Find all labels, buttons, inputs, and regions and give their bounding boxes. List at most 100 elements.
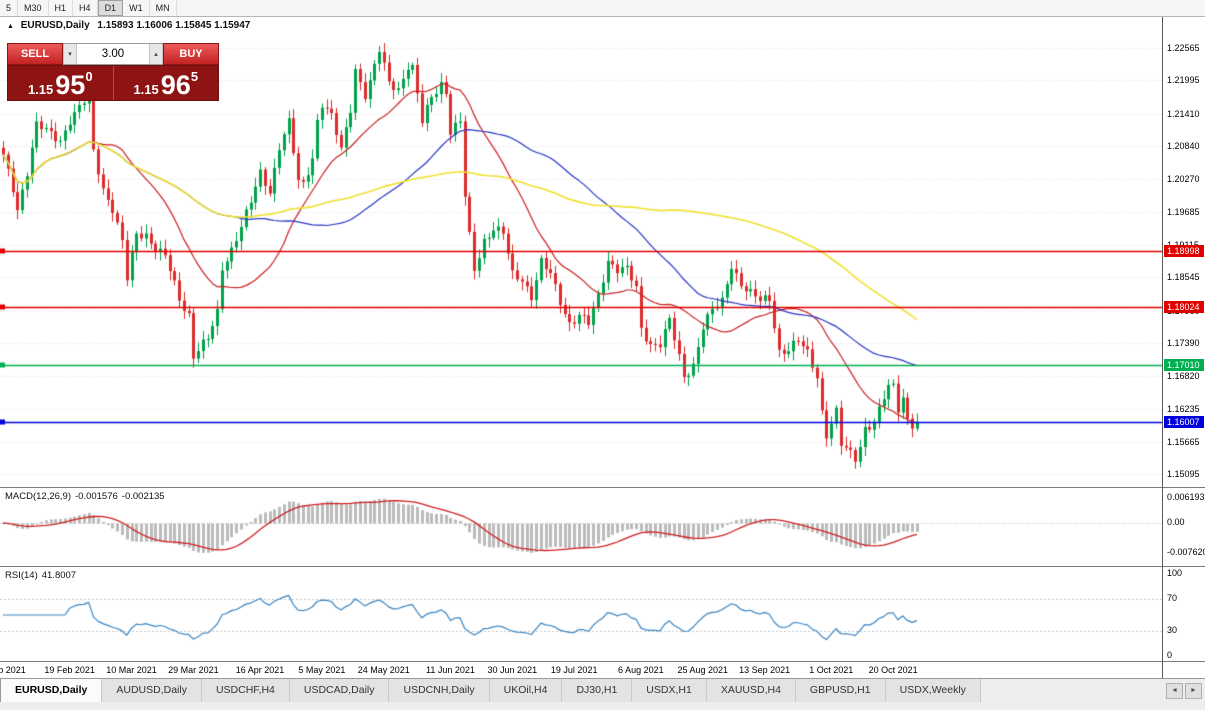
- price-line-tag: 1.18998: [1164, 245, 1204, 258]
- chart-tab-ukoil-h4[interactable]: UKOil,H4: [489, 679, 563, 702]
- one-click-trading-panel: SELL ▾ 3.00 ▴ BUY 1.15 95 0 1.15 9: [7, 43, 219, 101]
- timeframe-button-mn[interactable]: MN: [149, 0, 177, 16]
- sell-price-big: 95: [55, 70, 86, 101]
- axis-separator: [1163, 487, 1205, 488]
- axis-separator: [1163, 566, 1205, 567]
- date-axis-label: 30 Jun 2021: [487, 665, 538, 675]
- macd-canvas[interactable]: [0, 489, 1162, 567]
- chart-tabbar: EURUSD,Daily AUDUSD,Daily USDCHF,H4 USDCAD,…: [0, 678, 1205, 702]
- price-axis-label: 1.20270: [1167, 173, 1200, 184]
- sell-button[interactable]: SELL: [7, 43, 63, 65]
- tabs-scroll-left-button[interactable]: ◄: [1166, 682, 1183, 699]
- buy-price-prefix: 1.15: [133, 81, 159, 97]
- macd-main-value: -0.001576: [75, 491, 118, 502]
- timeframe-button-w1[interactable]: W1: [123, 0, 150, 16]
- chart-panes: ▲ EURUSD,Daily 1.15893 1.16006 1.15845 1…: [0, 17, 1162, 678]
- one-click-collapse-icon[interactable]: ▲: [7, 23, 14, 30]
- price-axis-label: 1.21410: [1167, 108, 1200, 119]
- price-axis-label: 1.16820: [1167, 370, 1200, 381]
- price-axis-label: 1.15095: [1167, 469, 1200, 480]
- price-line-tag: 1.18024: [1164, 300, 1204, 313]
- chart-tab-usdchf-h4[interactable]: USDCHF,H4: [201, 679, 290, 702]
- rsi-axis-label: 0: [1167, 650, 1173, 660]
- rsi-axis-label: 70: [1167, 592, 1178, 603]
- volume-stepper: ▾ 3.00 ▴: [63, 43, 163, 65]
- timeframe-button-h4[interactable]: H4: [73, 0, 98, 16]
- date-axis-label: 1 Feb 2021: [0, 665, 26, 675]
- timeframe-button-m30[interactable]: M30: [18, 0, 49, 16]
- price-axis-label: 1.20840: [1167, 141, 1200, 152]
- chart-tab-usdx-h1[interactable]: USDX,H1: [632, 679, 707, 702]
- price-axis-label: 1.19115: [1167, 240, 1199, 250]
- rsi-value: 41.8007: [41, 570, 77, 581]
- rsi-canvas[interactable]: [0, 568, 1162, 662]
- price-line-tag: 1.17010: [1164, 358, 1204, 371]
- timeframe-button-5[interactable]: 5: [0, 0, 19, 16]
- sell-price-sup: 0: [85, 69, 93, 84]
- chart-ohlc-values: 1.15893 1.16006 1.15845 1.15947: [97, 20, 251, 31]
- buy-price-display[interactable]: 1.15 96 5: [114, 66, 219, 100]
- axis-separator: [1163, 661, 1205, 662]
- price-chart-pane: ▲ EURUSD,Daily 1.15893 1.16006 1.15845 1…: [0, 17, 1162, 487]
- macd-signal-value: -0.002135: [121, 491, 165, 502]
- buy-price-big: 96: [160, 70, 191, 101]
- buy-price-sup: 5: [190, 69, 199, 84]
- timeframe-button-d1[interactable]: D1: [97, 0, 124, 16]
- date-axis-label: 19 Feb 2021: [44, 665, 95, 675]
- date-axis-label: 1 Oct 2021: [809, 665, 854, 675]
- date-axis-label: 13 Sep 2021: [739, 665, 791, 675]
- timeframe-button-h1[interactable]: H1: [48, 0, 74, 16]
- price-axis[interactable]: 1.22565 1.21995 1.21410 1.20840 1.20270 1.196…: [1162, 17, 1205, 678]
- price-axis-label: 1.19685: [1167, 207, 1200, 218]
- date-axis-label: 6 Aug 2021: [618, 665, 664, 675]
- macd-label-row: MACD(12,26,9) -0.001576 -0.002135: [5, 491, 169, 502]
- rsi-indicator-name: RSI(14): [5, 570, 38, 581]
- date-axis-label: 19 Jul 2021: [550, 665, 598, 675]
- price-axis-label: 1.15665: [1167, 436, 1200, 447]
- date-axis-label: 11 Jun 2021: [425, 665, 475, 675]
- chart-tab-usdcnh-daily[interactable]: USDCNH,Daily: [389, 679, 490, 702]
- price-axis-label: 1.22565: [1167, 42, 1200, 53]
- macd-pane: MACD(12,26,9) -0.001576 -0.002135: [0, 487, 1162, 567]
- price-axis-label: 1.18545: [1167, 272, 1200, 283]
- chart-tab-gbpusd-h1[interactable]: GBPUSD,H1: [795, 679, 886, 702]
- date-axis[interactable]: 1 Feb 2021 19 Feb 2021 10 Mar 2021 29 Mar 2…: [0, 661, 1162, 678]
- macd-axis-label: 0.006193: [1167, 492, 1205, 503]
- chart-tab-usdx-weekly[interactable]: USDX,Weekly: [885, 679, 981, 702]
- rsi-label-row: RSI(14) 41.8007: [5, 570, 80, 581]
- chart-tab-dj30-h1[interactable]: DJ30,H1: [562, 679, 633, 702]
- volume-decrease-button[interactable]: ▾: [63, 44, 77, 64]
- bid-ask-display: 1.15 95 0 1.15 96 5: [7, 65, 219, 101]
- date-axis-label: 16 Apr 2021: [235, 665, 285, 675]
- volume-increase-button[interactable]: ▴: [149, 44, 163, 64]
- chart-tab-audusd-daily[interactable]: AUDUSD,Daily: [102, 679, 202, 702]
- sell-price-display[interactable]: 1.15 95 0: [8, 66, 114, 100]
- date-axis-label: 10 Mar 2021: [106, 665, 157, 675]
- trade-controls-row: SELL ▾ 3.00 ▴ BUY: [7, 43, 219, 65]
- chart-tab-eurusd-daily[interactable]: EURUSD,Daily: [0, 679, 103, 702]
- tabbar-scrollbar: ◄ ►: [1166, 679, 1205, 702]
- chart-tabs: EURUSD,Daily AUDUSD,Daily USDCHF,H4 USDCAD,…: [0, 679, 981, 702]
- date-axis-label: 24 May 2021: [357, 665, 410, 675]
- price-axis-label: 1.17390: [1167, 338, 1200, 349]
- macd-axis-label: -0.007620: [1167, 547, 1205, 558]
- chart-tab-usdcad-daily[interactable]: USDCAD,Daily: [289, 679, 390, 702]
- macd-indicator-name: MACD(12,26,9): [5, 491, 71, 502]
- rsi-axis-label: 30: [1167, 625, 1178, 636]
- price-axis-label: 1.16235: [1167, 404, 1200, 415]
- chart-area: ▲ EURUSD,Daily 1.15893 1.16006 1.15845 1…: [0, 17, 1205, 678]
- chart-tab-xauusd-h4[interactable]: XAUUSD,H4: [706, 679, 796, 702]
- price-axis-label: 1.21995: [1167, 75, 1200, 86]
- date-axis-label: 20 Oct 2021: [868, 665, 918, 675]
- tabs-scroll-right-button[interactable]: ►: [1185, 682, 1202, 699]
- rsi-axis-label: 100: [1167, 568, 1183, 578]
- price-line-tag: 1.16007: [1164, 416, 1204, 429]
- sell-price-prefix: 1.15: [27, 81, 54, 97]
- date-axis-label: 29 Mar 2021: [168, 665, 219, 675]
- date-axis-label: 25 Aug 2021: [677, 665, 728, 675]
- macd-axis-label: 0.00: [1167, 517, 1185, 527]
- date-axis-label: 5 May 2021: [298, 665, 346, 675]
- volume-value[interactable]: 3.00: [101, 48, 125, 60]
- buy-button[interactable]: BUY: [163, 43, 219, 65]
